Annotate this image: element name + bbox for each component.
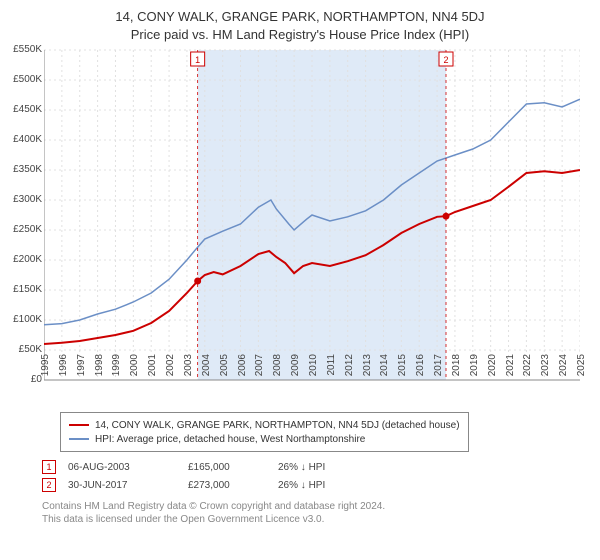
title-line-2: Price paid vs. HM Land Registry's House … xyxy=(0,26,600,44)
footnote-delta-1: 26% ↓ HPI xyxy=(278,462,398,473)
legend-row-1: 14, CONY WALK, GRANGE PARK, NORTHAMPTON,… xyxy=(69,418,460,432)
footnote-row-1: 1 06-AUG-2003 £165,000 26% ↓ HPI xyxy=(42,458,398,476)
footnote-marker-1: 1 xyxy=(42,460,56,474)
footnote-row-2: 2 30-JUN-2017 £273,000 26% ↓ HPI xyxy=(42,476,398,494)
footnote-price-1: £165,000 xyxy=(188,462,278,473)
footnote-date-2: 30-JUN-2017 xyxy=(68,480,188,491)
chart-area: 12 xyxy=(44,46,580,396)
footnote-price-2: £273,000 xyxy=(188,480,278,491)
title-line-1: 14, CONY WALK, GRANGE PARK, NORTHAMPTON,… xyxy=(0,8,600,26)
legend-label-2: HPI: Average price, detached house, West… xyxy=(95,434,365,445)
legend-swatch-1 xyxy=(69,424,89,426)
svg-text:2: 2 xyxy=(443,55,448,65)
legend-swatch-2 xyxy=(69,438,89,440)
svg-text:1: 1 xyxy=(195,55,200,65)
footer-line-1: Contains HM Land Registry data © Crown c… xyxy=(42,500,385,513)
footnote-marker-2: 2 xyxy=(42,478,56,492)
footer-line-2: This data is licensed under the Open Gov… xyxy=(42,513,385,526)
footnotes: 1 06-AUG-2003 £165,000 26% ↓ HPI 2 30-JU… xyxy=(42,458,398,494)
chart-title: 14, CONY WALK, GRANGE PARK, NORTHAMPTON,… xyxy=(0,0,600,44)
footnote-delta-2: 26% ↓ HPI xyxy=(278,480,398,491)
legend-label-1: 14, CONY WALK, GRANGE PARK, NORTHAMPTON,… xyxy=(95,420,460,431)
legend-box: 14, CONY WALK, GRANGE PARK, NORTHAMPTON,… xyxy=(60,412,469,452)
legend-row-2: HPI: Average price, detached house, West… xyxy=(69,432,460,446)
footnote-date-1: 06-AUG-2003 xyxy=(68,462,188,473)
footer-text: Contains HM Land Registry data © Crown c… xyxy=(42,500,385,526)
line-chart-svg: 12 xyxy=(44,46,580,396)
